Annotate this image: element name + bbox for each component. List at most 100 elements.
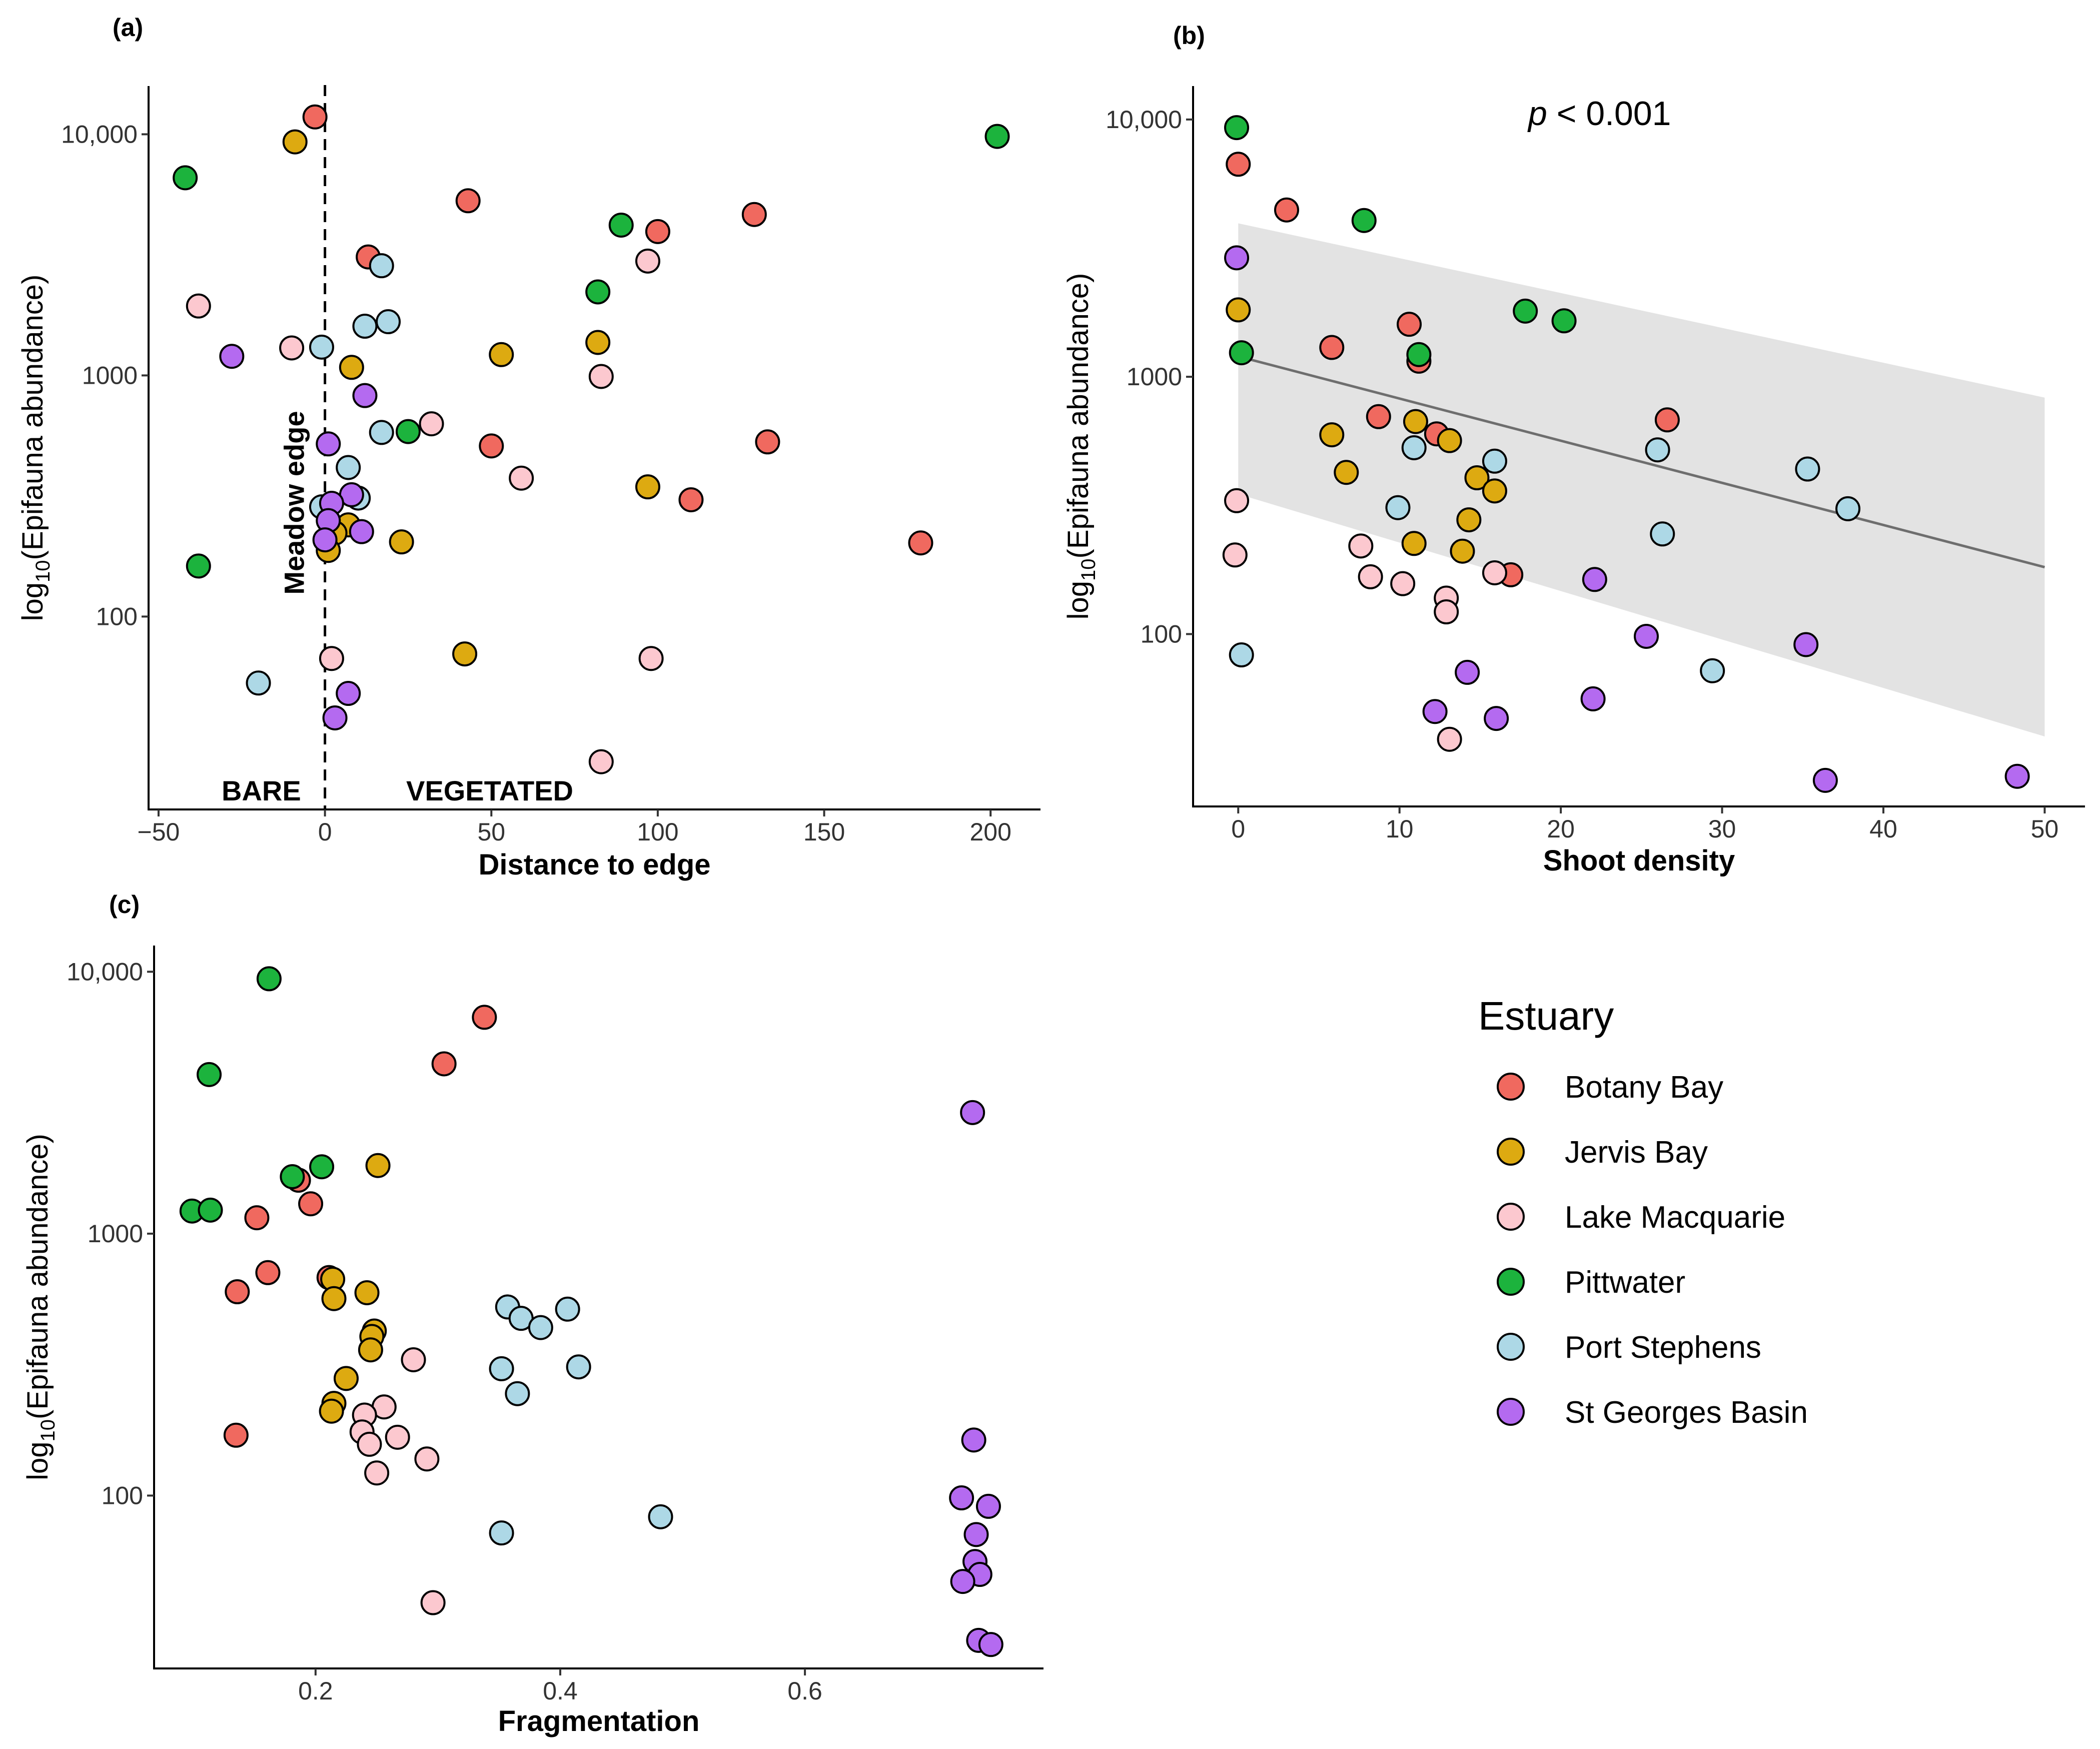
data-point (755, 429, 780, 455)
data-point (1401, 435, 1427, 460)
x-tick-label: 20 (1547, 815, 1575, 843)
data-point (197, 1062, 222, 1087)
y-tick-label: 1000 (88, 1220, 143, 1248)
data-point (1482, 560, 1507, 586)
data-point (489, 342, 514, 367)
x-tick-label: 100 (637, 818, 678, 846)
data-point (186, 293, 211, 319)
x-tick-label: 0.4 (543, 1677, 578, 1705)
y-tick-label: 1000 (1127, 363, 1182, 391)
data-point (364, 1460, 390, 1486)
panel-1: (b) 0 10 20 30 40 50 100 1000 10,000 Shoot density… (1062, 22, 2085, 877)
x-tick-label: 0.6 (787, 1677, 822, 1705)
y-axis-title: log10(Epifauna abundance) (17, 275, 54, 621)
x-tick-label: 40 (1869, 815, 1897, 843)
data-point (1645, 437, 1670, 463)
data-point (401, 1347, 426, 1372)
data-point (1351, 208, 1377, 233)
panel-label: (a) (113, 14, 143, 42)
data-point (635, 474, 660, 500)
data-point (1229, 340, 1254, 366)
data-point (963, 1522, 989, 1547)
data-point (1348, 533, 1374, 559)
data-point (1397, 312, 1422, 337)
y-tick-label: 100 (96, 602, 138, 630)
regression-line (1238, 355, 2045, 569)
data-point (1366, 404, 1391, 429)
y-axis-title: log10(Epifauna abundance) (1062, 273, 1100, 620)
data-point (1401, 531, 1427, 556)
data-point (1434, 599, 1459, 625)
data-point (2004, 763, 2030, 789)
x-tick-label: 0.2 (298, 1677, 333, 1705)
legend-swatch (1497, 1333, 1525, 1361)
data-point (256, 966, 282, 992)
x-tick-label: 0 (318, 818, 332, 846)
data-point (389, 529, 414, 555)
legend-label: St Georges Basin (1565, 1395, 1808, 1430)
data-point (336, 681, 361, 706)
x-tick-label: 10 (1386, 815, 1414, 843)
data-point (225, 1279, 250, 1305)
data-point (1456, 507, 1482, 533)
confidence-ribbon (1238, 223, 2045, 737)
data-point (489, 1356, 514, 1381)
y-axis-title-rest: (Epifauna abundance) (22, 1134, 54, 1419)
data-point (472, 1005, 497, 1030)
data-point (1224, 245, 1250, 271)
legend-label: Port Stephens (1565, 1330, 1761, 1365)
data-point (336, 455, 361, 480)
data-point (219, 344, 245, 369)
legend-swatch (1497, 1398, 1525, 1426)
data-point (339, 355, 364, 380)
data-point (566, 1354, 591, 1380)
y-axis-title-log: log (22, 1441, 54, 1480)
y-tick-label: 10,000 (67, 958, 143, 986)
y-axis-title-subscript: 10 (1078, 558, 1100, 581)
x-tick-label: 0 (1231, 815, 1245, 843)
data-point (1274, 197, 1300, 223)
x-tick-label: 50 (477, 818, 505, 846)
legend-swatch (1497, 1138, 1525, 1166)
data-point (1319, 422, 1345, 448)
data-point (420, 1590, 446, 1615)
data-point (479, 433, 504, 459)
data-point (244, 1205, 270, 1231)
y-axis-title-subscript: 10 (32, 560, 54, 582)
data-point (376, 309, 401, 335)
y-tick-label: 10,000 (1106, 106, 1182, 134)
legend-label: Lake Macquarie (1565, 1200, 1785, 1235)
data-point (1582, 567, 1607, 592)
data-point (1390, 571, 1416, 596)
data-point (419, 411, 444, 437)
data-point (1795, 456, 1820, 482)
p-value-italic: p (1527, 95, 1547, 133)
data-point (1319, 335, 1345, 360)
x-axis-title: Fragmentation (498, 1705, 700, 1737)
panel-0: (a) −50 0 50 100 150 200 100 1000 10,000 Distance … (17, 14, 1040, 881)
vegetated-label: VEGETATED (406, 775, 573, 806)
data-point (608, 212, 634, 238)
data-point (1226, 297, 1251, 323)
y-axis-title-log: log (17, 582, 49, 621)
data-point (585, 330, 611, 355)
x-axis-title: Shoot density (1543, 844, 1735, 877)
data-point (452, 641, 478, 667)
data-point (173, 165, 198, 191)
data-point (1464, 465, 1490, 491)
y-tick-label: 10,000 (61, 120, 138, 148)
data-point (282, 129, 308, 155)
data-point (678, 487, 704, 512)
data-point (414, 1446, 440, 1472)
data-point (1513, 298, 1538, 324)
data-point (588, 364, 614, 389)
data-point (555, 1296, 580, 1322)
data-point (1385, 495, 1411, 520)
data-point (1551, 308, 1577, 334)
data-point (984, 124, 1010, 149)
data-point (1484, 706, 1509, 731)
bare-label: BARE (222, 775, 301, 806)
data-point (333, 1366, 359, 1391)
data-point (1358, 564, 1383, 589)
data-point (316, 431, 341, 457)
